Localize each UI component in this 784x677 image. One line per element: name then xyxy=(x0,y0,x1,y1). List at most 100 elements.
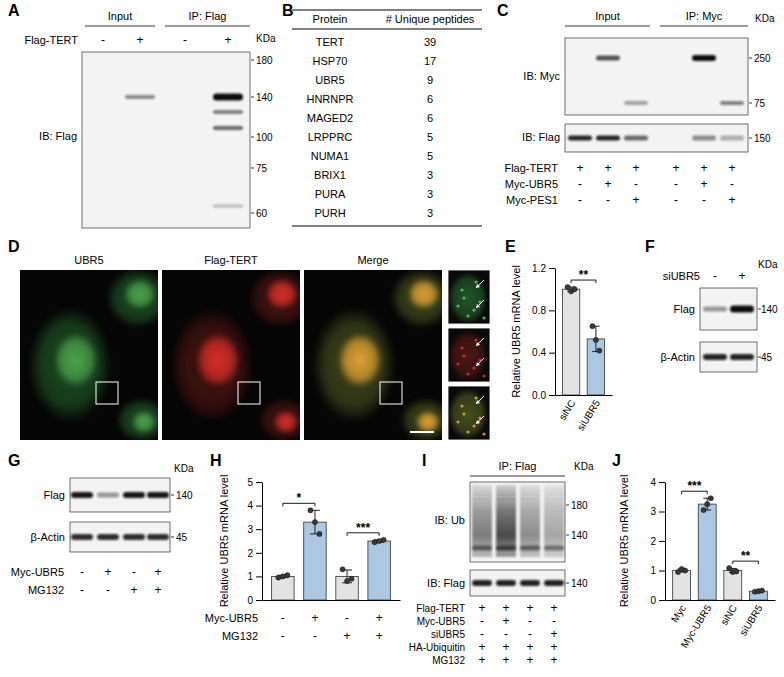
inset-spot xyxy=(474,338,477,341)
y-tick: 4 xyxy=(247,500,262,511)
y-axis: 0.00.40.81.2 xyxy=(532,263,555,401)
tick-label: 0 xyxy=(650,595,656,606)
tick-mark xyxy=(549,310,555,311)
chart-1: H012345Relative UBR5 mRNA level****Myc-U… xyxy=(205,452,401,643)
header-rule xyxy=(565,26,650,27)
kda-label: 60 xyxy=(256,208,268,219)
row-label: HA-Ubiquitin xyxy=(409,642,465,653)
tick-label: 0.4 xyxy=(532,347,546,358)
panel-letter: H xyxy=(210,452,222,469)
kda-tick xyxy=(171,495,174,496)
x-tick: siNC xyxy=(557,395,578,422)
kda-label: 180 xyxy=(256,55,273,66)
sign: + xyxy=(632,161,639,175)
tick-label: 3 xyxy=(650,506,656,517)
kda-tick xyxy=(251,60,254,61)
image-background xyxy=(162,270,300,440)
blot-membrane xyxy=(470,570,565,596)
inset-spot xyxy=(466,314,469,317)
tick-mark xyxy=(659,512,665,513)
inset-signal xyxy=(448,272,488,324)
panel-letter: B xyxy=(282,2,294,19)
sign: + xyxy=(478,653,485,667)
sign: + xyxy=(700,177,707,191)
bar xyxy=(562,289,579,395)
band xyxy=(596,136,620,141)
band xyxy=(213,110,243,114)
significance-label: ** xyxy=(741,549,751,563)
nucleus xyxy=(416,411,440,433)
band xyxy=(730,306,754,313)
tick-label: 1 xyxy=(247,571,253,582)
sign: - xyxy=(132,565,136,579)
inset-spot xyxy=(466,372,469,375)
table-cell: TERT xyxy=(316,36,345,48)
kda-label: 180 xyxy=(571,500,588,511)
sign: + xyxy=(526,640,533,654)
tick-mark xyxy=(256,576,262,577)
panel-a: AInputIP: FlagKDaIB: Flag1801401007560Fl… xyxy=(8,2,276,228)
sign: + xyxy=(154,583,161,597)
nucleus xyxy=(266,279,298,309)
kda-label: 250 xyxy=(754,53,771,64)
sign: - xyxy=(183,33,187,47)
table-cell: 17 xyxy=(424,55,436,67)
inset-arrow xyxy=(476,396,484,404)
header-rule xyxy=(165,26,250,27)
sign: - xyxy=(674,193,678,207)
band xyxy=(213,126,243,130)
table-cell: 5 xyxy=(427,150,433,162)
panel-letter: E xyxy=(505,238,516,255)
cytoplasm xyxy=(312,307,396,423)
y-axis: 012345 xyxy=(247,477,262,606)
sign: - xyxy=(528,614,532,628)
band xyxy=(520,580,540,586)
table-cell: HSP70 xyxy=(313,55,348,67)
blot-bands xyxy=(71,534,169,540)
error-bar xyxy=(592,326,600,351)
x-tick: siUBR5 xyxy=(737,600,765,637)
sign: + xyxy=(376,611,383,625)
inset-arrowhead xyxy=(476,304,480,308)
kda-label: 45 xyxy=(176,532,188,543)
tick-mark xyxy=(256,553,262,554)
y-tick: 0 xyxy=(247,595,262,606)
band xyxy=(213,94,243,101)
blot-label: Flag xyxy=(44,489,65,501)
row-label: MG132 xyxy=(432,655,465,666)
blot-label: β-Actin xyxy=(31,531,65,543)
data-point xyxy=(705,502,710,507)
table-header: # Unique peptides xyxy=(386,13,475,25)
blot-membrane xyxy=(700,342,757,372)
cytoplasm xyxy=(170,307,254,423)
panel-letter: G xyxy=(8,452,20,469)
significance-label: * xyxy=(297,491,302,505)
cytoplasm xyxy=(248,270,300,328)
blot-label: β-Actin xyxy=(661,351,695,363)
chart-2: J01234MycMyc-UBR5siNCsiUBR5Relative UBR5… xyxy=(612,452,776,650)
tick-label: 1 xyxy=(650,565,656,576)
table-header: Protein xyxy=(313,13,348,25)
sign: + xyxy=(672,161,679,175)
y-tick: 3 xyxy=(650,506,665,517)
sign: + xyxy=(311,611,318,625)
sign: + xyxy=(502,653,509,667)
y-tick: 1 xyxy=(247,571,262,582)
inset-signal xyxy=(448,330,488,382)
band xyxy=(496,546,516,551)
blot-label: IB: Myc xyxy=(523,70,560,82)
band xyxy=(544,580,564,586)
blot-bands xyxy=(472,485,564,557)
inset-arrowhead xyxy=(476,362,480,366)
header-rule xyxy=(470,476,565,477)
axis-line xyxy=(263,600,401,601)
kda-tick xyxy=(749,138,752,139)
micrograph xyxy=(162,270,300,440)
header-rule xyxy=(660,26,748,27)
table-rule xyxy=(292,226,482,227)
tick-label: siUBR5 xyxy=(575,397,603,432)
data-point xyxy=(381,537,386,542)
blot-membrane xyxy=(70,522,170,552)
inset-spot xyxy=(474,280,477,283)
kda-tick xyxy=(566,505,569,506)
